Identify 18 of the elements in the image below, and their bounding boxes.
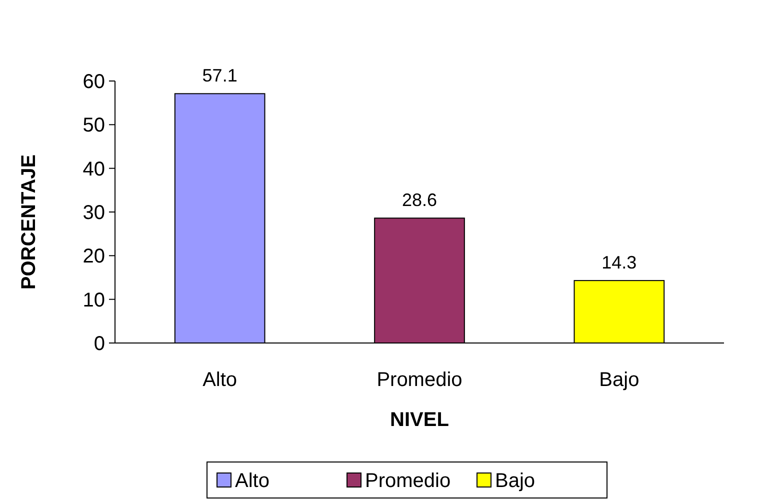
y-tick-label: 40 — [82, 158, 105, 180]
y-tick-label: 0 — [94, 333, 105, 355]
x-tick-label: Promedio — [376, 369, 462, 391]
data-label: 57.1 — [202, 66, 238, 86]
x-tick-label: Bajo — [599, 369, 640, 391]
y-tick-label: 10 — [82, 289, 105, 312]
x-axis-title: NIVEL — [390, 409, 449, 431]
data-label: 14.3 — [602, 252, 637, 273]
x-tick-label: Alto — [202, 369, 238, 391]
legend-label: Bajo — [495, 470, 536, 492]
y-tick-label: 30 — [82, 202, 105, 224]
y-tick-label: 50 — [82, 114, 105, 137]
legend-label: Alto — [235, 470, 270, 492]
data-label: 28.6 — [402, 190, 438, 210]
y-axis-title: PORCENTAJE — [18, 154, 40, 290]
y-tick-label: 60 — [82, 71, 105, 93]
legend-label: Promedio — [365, 470, 451, 492]
y-tick-label: 20 — [82, 246, 105, 268]
